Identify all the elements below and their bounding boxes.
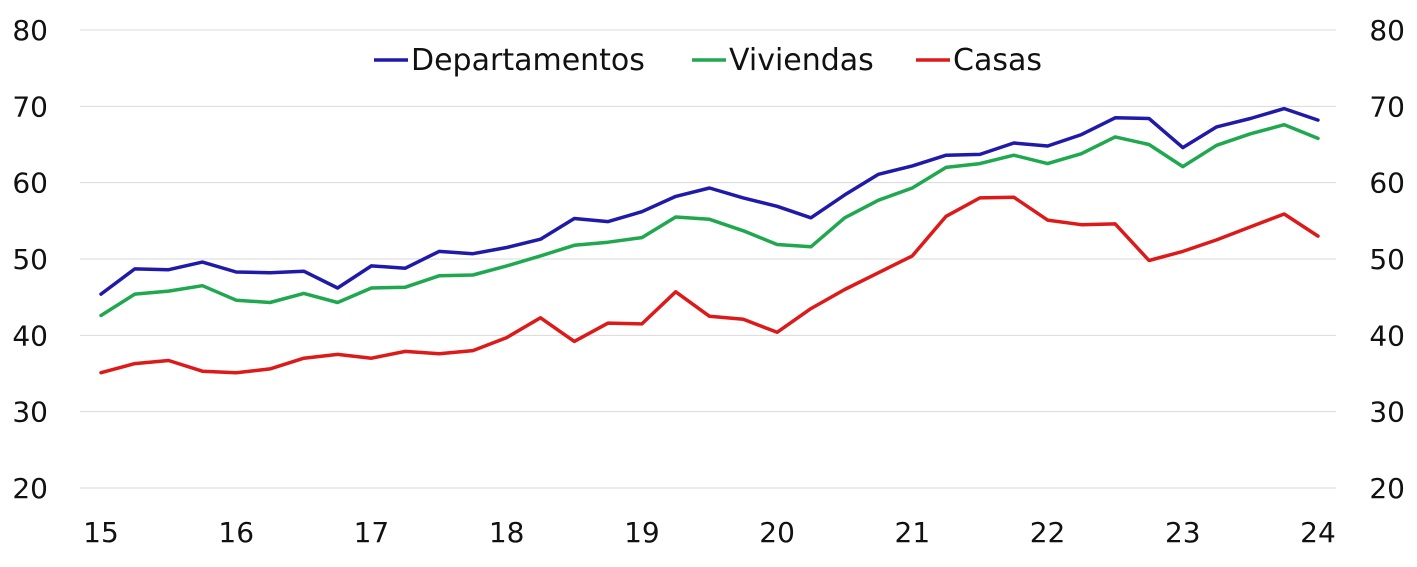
y-tick-left-80: 80 [12, 14, 48, 47]
y-tick-right-70: 70 [1369, 90, 1405, 123]
legend-item-departamentos: Departamentos [374, 43, 645, 78]
y-tick-left-60: 60 [12, 167, 48, 200]
y-tick-left-30: 30 [12, 396, 48, 429]
legend-label-departamentos: Departamentos [411, 43, 645, 78]
x-tick-15: 15 [83, 516, 119, 549]
x-axis: 15 16 17 18 19 20 21 22 23 24 [83, 516, 1336, 549]
x-tick-21: 21 [895, 516, 931, 549]
series-line-viviendas [99, 122, 1320, 318]
y-tick-right-80: 80 [1369, 14, 1405, 47]
legend-label-viviendas: Viviendas [729, 43, 874, 78]
y-tick-right-30: 30 [1369, 396, 1405, 429]
y-tick-right-50: 50 [1369, 243, 1405, 276]
legend-item-viviendas: Viviendas [692, 43, 874, 78]
x-tick-22: 22 [1030, 516, 1066, 549]
legend-label-casas: Casas [953, 43, 1042, 78]
x-tick-23: 23 [1165, 516, 1201, 549]
series-line-casas [99, 195, 1320, 375]
x-tick-24: 24 [1300, 516, 1336, 549]
y-tick-left-50: 50 [12, 243, 48, 276]
legend: Departamentos Viviendas Casas [374, 43, 1042, 78]
x-tick-16: 16 [218, 516, 254, 549]
y-tick-left-20: 20 [12, 472, 48, 505]
legend-item-casas: Casas [916, 43, 1042, 78]
x-tick-19: 19 [624, 516, 660, 549]
x-tick-17: 17 [354, 516, 390, 549]
y-tick-left-70: 70 [12, 90, 48, 123]
y-tick-right-20: 20 [1369, 472, 1405, 505]
y-tick-right-60: 60 [1369, 167, 1405, 200]
series-lines [99, 106, 1320, 375]
grid-lines [80, 29, 1336, 489]
y-axis-right: 20 30 40 50 60 70 80 [1369, 14, 1405, 505]
series-line-departamentos [99, 106, 1320, 296]
y-tick-right-40: 40 [1369, 319, 1405, 352]
y-axis-left: 20 30 40 50 60 70 80 [12, 14, 48, 505]
x-tick-18: 18 [489, 516, 525, 549]
x-tick-20: 20 [759, 516, 795, 549]
y-tick-left-40: 40 [12, 319, 48, 352]
